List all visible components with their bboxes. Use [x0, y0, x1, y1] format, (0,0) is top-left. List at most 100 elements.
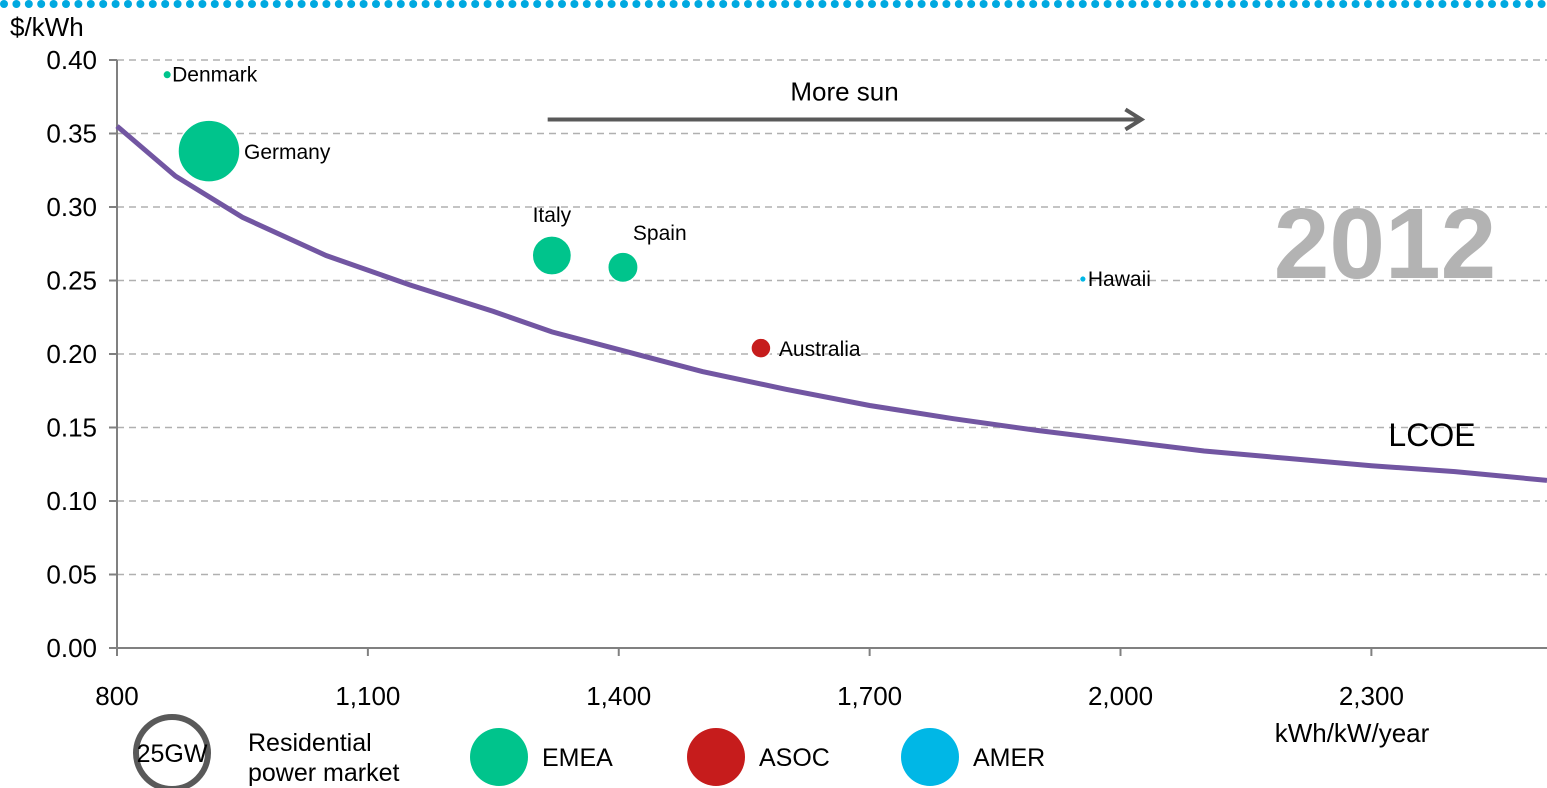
border-dot — [384, 0, 393, 8]
point-label-italy: Italy — [533, 204, 572, 227]
border-dot — [1525, 0, 1534, 8]
border-dot — [347, 0, 356, 8]
border-dot — [74, 0, 83, 8]
border-dot — [24, 0, 33, 8]
x-tick-label: 800 — [95, 681, 138, 711]
border-dot — [855, 0, 864, 8]
border-dot — [768, 0, 777, 8]
border-dot — [1314, 0, 1323, 8]
border-dot — [223, 0, 232, 8]
x-axis-title: kWh/kW/year — [1275, 718, 1430, 748]
border-dot — [694, 0, 703, 8]
border-dot — [1004, 0, 1013, 8]
border-dot — [49, 0, 58, 8]
border-dot — [86, 0, 95, 8]
border-dot — [161, 0, 170, 8]
legend-label-emea: EMEA — [542, 744, 613, 772]
y-tick-label: 0.35 — [46, 119, 97, 149]
border-dot — [781, 0, 790, 8]
size-reference-text-line2: power market — [248, 759, 399, 787]
border-dot — [669, 0, 678, 8]
y-tick-label: 0.05 — [46, 560, 97, 590]
size-reference-ring — [133, 714, 211, 788]
border-dot — [1227, 0, 1236, 8]
border-dot — [1178, 0, 1186, 8]
legend-swatch-asoc — [687, 728, 745, 786]
legend-label-asoc: ASOC — [759, 744, 830, 772]
border-dot — [396, 0, 405, 8]
lcoe-label: LCOE — [1388, 417, 1475, 453]
point-italy — [531, 235, 573, 276]
border-dot — [880, 0, 889, 8]
border-dot — [297, 0, 306, 8]
point-australia — [750, 337, 772, 359]
x-tick-labels: 800 1,100 1,400 1,700 2,000 2,300 — [95, 648, 1404, 711]
border-dot — [1190, 0, 1199, 8]
border-dot — [644, 0, 653, 8]
y-tick-labels: 0.00 0.05 0.10 0.15 0.20 0.25 0.30 0.35 0.40 — [46, 45, 117, 663]
point-label-germany: Germany — [244, 141, 331, 164]
border-dot — [1401, 0, 1410, 8]
border-dot — [1202, 0, 1211, 8]
border-dot — [37, 0, 46, 8]
border-dot — [1215, 0, 1224, 8]
border-dot — [508, 0, 517, 8]
border-dot — [434, 0, 442, 8]
border-dot — [1029, 0, 1038, 8]
border-dot — [148, 0, 157, 8]
border-dot — [1252, 0, 1261, 8]
border-dot — [992, 0, 1000, 8]
border-dot — [1475, 0, 1484, 8]
legend-regions: EMEA ASOC AMER — [470, 728, 1045, 786]
data-points: Denmark Germany Italy Spain Australia Hawaii — [162, 64, 1151, 361]
border-dot — [186, 0, 194, 8]
border-dot — [1351, 0, 1360, 8]
border-dot — [1413, 0, 1422, 8]
y-tick-label: 0.00 — [46, 633, 97, 663]
point-hawaii — [1079, 275, 1087, 283]
border-dot — [136, 0, 145, 8]
border-dot — [235, 0, 244, 8]
more-sun-annotation: More sun — [547, 76, 1146, 132]
size-reference-text-line1: Residential — [248, 729, 372, 757]
border-dot — [198, 0, 207, 8]
border-dot — [793, 0, 802, 8]
border-dot — [1165, 0, 1174, 8]
legend: 25GW Residential power market EMEA ASOC AM… — [133, 714, 1045, 788]
border-dot — [409, 0, 418, 8]
border-dot — [1388, 0, 1397, 8]
border-dot — [210, 0, 219, 8]
point-germany — [177, 119, 241, 183]
border-dot — [1264, 0, 1273, 8]
y-axis-title: $/kWh — [10, 12, 84, 42]
y-tick-label: 0.30 — [46, 192, 97, 222]
border-dot — [1500, 0, 1509, 8]
border-dot — [1289, 0, 1298, 8]
border-dot — [657, 0, 666, 8]
border-dot — [1537, 0, 1546, 8]
y-tick-label: 0.10 — [46, 486, 97, 516]
border-dot — [260, 0, 269, 8]
border-dot — [905, 0, 914, 8]
x-tick-label: 1,400 — [586, 681, 651, 711]
border-dot — [942, 0, 951, 8]
border-dot — [334, 0, 343, 8]
border-dot — [570, 0, 579, 8]
border-dot — [99, 0, 108, 8]
x-tick-label: 2,300 — [1339, 681, 1404, 711]
border-dot — [248, 0, 256, 8]
year-watermark: 2012 — [1274, 188, 1496, 300]
border-dot — [930, 0, 938, 8]
border-dot — [1140, 0, 1149, 8]
border-dot — [582, 0, 591, 8]
border-dot — [1240, 0, 1248, 8]
border-dot — [954, 0, 963, 8]
border-dot — [1463, 0, 1472, 8]
border-dot — [1128, 0, 1137, 8]
border-dot — [458, 0, 467, 8]
more-sun-arrowhead — [1124, 107, 1146, 132]
border-dot — [1116, 0, 1124, 8]
border-dot — [173, 0, 182, 8]
border-dot — [806, 0, 814, 8]
